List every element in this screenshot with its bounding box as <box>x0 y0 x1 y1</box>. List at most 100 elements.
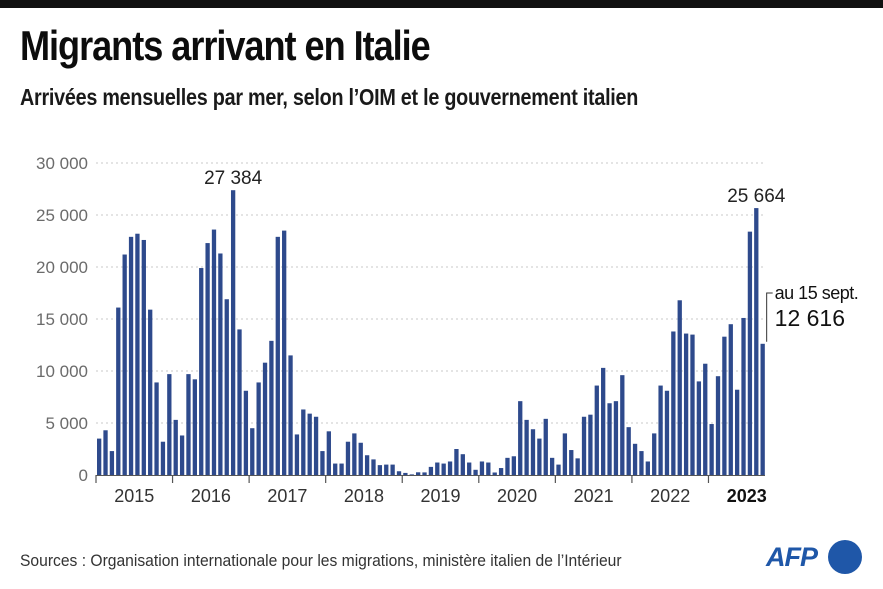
bar <box>377 465 383 475</box>
bar <box>664 390 670 475</box>
top-rule <box>0 0 883 8</box>
bar <box>639 451 644 475</box>
x-tick-label: 2023 <box>727 486 767 506</box>
bar <box>537 438 542 475</box>
bar <box>543 418 548 475</box>
bar <box>326 431 331 475</box>
peak-label: 27 384 <box>204 168 263 189</box>
y-tick-label: 20 000 <box>36 258 88 277</box>
bar <box>403 472 408 475</box>
bar <box>735 389 740 475</box>
bars <box>97 190 765 475</box>
bar <box>422 472 427 475</box>
bar <box>435 462 440 475</box>
x-tick-label: 2015 <box>114 486 154 506</box>
bar <box>141 239 146 475</box>
afp-logo-text: AFP <box>766 542 818 572</box>
bar <box>288 355 293 475</box>
bar <box>722 336 727 475</box>
bar <box>549 457 555 475</box>
bar <box>658 385 663 475</box>
bar <box>709 424 714 475</box>
bar <box>358 442 363 475</box>
peak-label: 25 664 <box>727 186 786 207</box>
annotations: 27 384 25 664 au 15 sept.12 616 <box>204 168 859 342</box>
x-tick-label: 2017 <box>267 486 307 506</box>
bar <box>333 463 338 475</box>
bar <box>250 428 255 475</box>
chart-title: Migrants arrivant en Italie <box>20 22 431 69</box>
bar <box>581 416 587 475</box>
bar <box>345 441 351 475</box>
bar <box>696 381 702 475</box>
bar <box>339 463 344 475</box>
bar <box>652 433 657 475</box>
bar <box>447 461 453 475</box>
x-tick-label: 2020 <box>497 486 537 506</box>
y-axis-ticks: 0 5 000 10 000 15 000 20 000 25 000 30 000 <box>36 154 88 485</box>
bar <box>569 450 574 475</box>
bar <box>715 376 721 475</box>
bar <box>243 390 249 475</box>
bar <box>613 401 619 475</box>
bar <box>492 472 497 475</box>
bar <box>441 463 446 475</box>
bar <box>518 401 523 475</box>
x-tick-label: 2018 <box>344 486 384 506</box>
bar <box>269 340 274 475</box>
bar <box>416 472 421 475</box>
bar <box>128 236 134 475</box>
bar <box>301 409 306 475</box>
bar <box>122 254 127 475</box>
bar <box>594 385 599 475</box>
bar <box>116 307 121 475</box>
bar <box>728 324 733 475</box>
bar <box>530 429 536 475</box>
x-tick-label: 2016 <box>191 486 231 506</box>
afp-logo: AFP <box>764 540 866 574</box>
chart-subtitle: Arrivées mensuelles par mer, selon l’OIM… <box>20 84 639 110</box>
bar <box>754 208 759 475</box>
bar <box>467 462 472 475</box>
bar <box>173 419 178 475</box>
bar <box>511 456 516 475</box>
y-tick-label: 30 000 <box>36 154 88 173</box>
x-axis: 2015 2016 2017 2018 2019 2020 2021 2022 2023 <box>95 475 767 506</box>
bar <box>154 382 159 475</box>
bar <box>460 454 465 475</box>
bar <box>307 413 312 475</box>
bar <box>109 451 115 475</box>
x-tick-label: 2022 <box>650 486 690 506</box>
y-tick-label: 10 000 <box>36 362 88 381</box>
bar <box>626 427 631 475</box>
x-tick-label: 2021 <box>574 486 614 506</box>
bar <box>135 233 140 475</box>
bar <box>760 343 765 475</box>
bar <box>607 403 612 475</box>
bar <box>179 435 185 475</box>
bar <box>371 459 376 475</box>
bar <box>454 449 459 475</box>
y-tick-label: 5 000 <box>45 414 88 433</box>
bar <box>186 374 191 475</box>
bar <box>262 362 268 475</box>
bar <box>645 461 650 475</box>
bar <box>671 331 676 475</box>
bar <box>556 464 561 475</box>
bar <box>384 464 389 475</box>
bar <box>256 382 261 475</box>
source-note: Sources : Organisation internationale po… <box>20 551 622 570</box>
bar <box>294 434 300 475</box>
annotation-value: 12 616 <box>775 305 845 331</box>
bar <box>498 468 504 475</box>
bar <box>237 329 242 475</box>
y-tick-label: 15 000 <box>36 310 88 329</box>
bar <box>211 229 217 475</box>
bar <box>505 457 510 475</box>
annotation-date: au 15 sept. <box>775 283 859 303</box>
bar <box>352 433 357 475</box>
bar <box>677 300 682 475</box>
bar <box>224 299 229 475</box>
bar <box>747 231 753 475</box>
bar <box>103 430 108 475</box>
